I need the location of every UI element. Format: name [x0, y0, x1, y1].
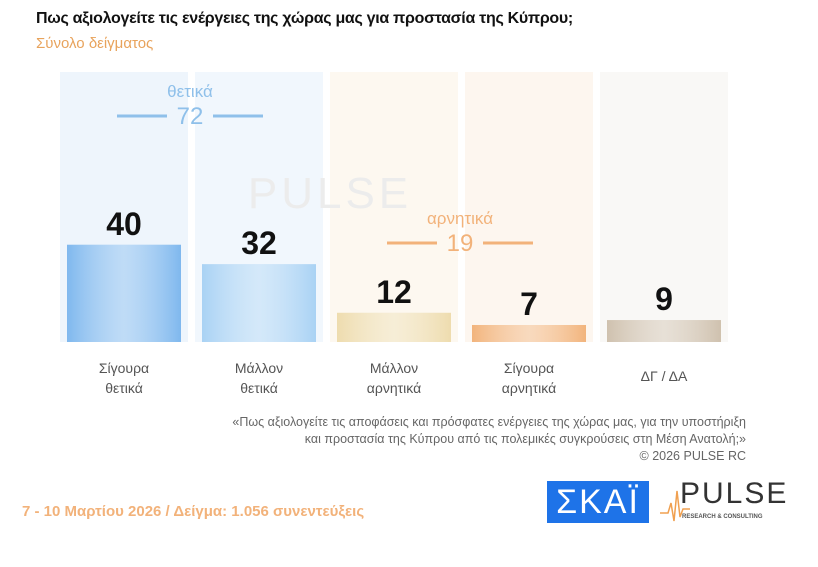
bar-shine: [337, 312, 451, 342]
pulse-subtitle: RESEARCH & CONSULTING: [682, 514, 763, 520]
chart-title: Πως αξιολογείτε τις ενέργειες της χώρας …: [36, 10, 573, 27]
category-label: Σίγουρα: [504, 360, 554, 376]
group-label: θετικά: [167, 82, 213, 101]
data-label: 7: [520, 286, 538, 322]
group-total: 19: [447, 230, 474, 257]
question-note: «Πως αξιολογείτε τις αποφάσεις και πρόσφ…: [232, 414, 746, 465]
category-label: Μάλλον: [235, 360, 283, 376]
pulse-wave-icon: [660, 490, 690, 522]
bar-shine: [472, 324, 586, 342]
group-total: 72: [177, 103, 204, 130]
pulse-logo: PULSE RESEARCH & CONSULTING: [660, 477, 786, 526]
column-background: [465, 72, 593, 342]
watermark: PULSE: [248, 169, 412, 218]
note-line: «Πως αξιολογείτε τις αποφάσεις και πρόσφ…: [232, 415, 746, 429]
bar-shine: [67, 244, 181, 342]
category-label: ΔΓ / ΔΑ: [641, 368, 688, 384]
category-label: Σίγουρα: [99, 360, 149, 376]
data-label: 12: [376, 274, 412, 310]
bar-shine: [607, 320, 721, 342]
copyright: © 2026 PULSE RC: [639, 449, 746, 463]
category-label: θετικά: [105, 380, 143, 396]
category-label: θετικά: [240, 380, 278, 396]
pulse-wordmark: PULSE: [680, 477, 789, 510]
data-label: 9: [655, 281, 673, 317]
category-label: αρνητικά: [367, 380, 421, 396]
data-label: 32: [241, 225, 277, 261]
chart-subtitle: Σύνολο δείγματος: [36, 35, 154, 52]
data-label: 40: [106, 206, 142, 242]
column-background: [600, 72, 728, 342]
category-label: αρνητικά: [502, 380, 556, 396]
column-background: [330, 72, 458, 342]
bar-shine: [202, 264, 316, 342]
group-label: αρνητικά: [427, 209, 493, 228]
note-line: και προστασία της Κύπρου από τις πολεμικ…: [304, 432, 746, 446]
skai-logo: ΣΚΑΪ: [547, 481, 649, 523]
footer-date-sample: 7 - 10 Μαρτίου 2026 / Δείγμα: 1.056 συνε…: [22, 503, 365, 520]
category-label: Μάλλον: [370, 360, 418, 376]
